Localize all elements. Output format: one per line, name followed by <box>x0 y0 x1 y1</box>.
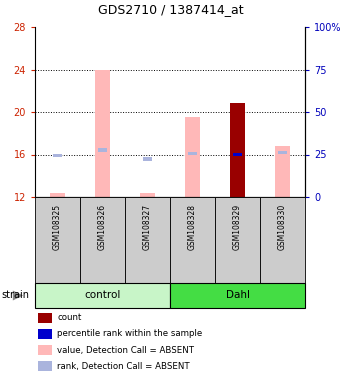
Bar <box>144 157 151 161</box>
Text: GSM108328: GSM108328 <box>188 204 197 250</box>
Text: count: count <box>57 313 81 323</box>
Text: rank, Detection Call = ABSENT: rank, Detection Call = ABSENT <box>57 361 190 371</box>
Bar <box>275 146 290 197</box>
Bar <box>234 153 241 156</box>
Bar <box>185 118 200 197</box>
Text: strain: strain <box>2 291 30 301</box>
Text: control: control <box>84 291 121 301</box>
Text: GSM108325: GSM108325 <box>53 204 62 250</box>
Text: GSM108327: GSM108327 <box>143 204 152 250</box>
Text: percentile rank within the sample: percentile rank within the sample <box>57 329 203 339</box>
Bar <box>279 151 286 154</box>
Bar <box>95 70 110 197</box>
Bar <box>189 152 196 155</box>
Text: GSM108329: GSM108329 <box>233 204 242 250</box>
Text: GDS2710 / 1387414_at: GDS2710 / 1387414_at <box>98 3 243 16</box>
Text: Dahl: Dahl <box>225 291 250 301</box>
Text: GSM108330: GSM108330 <box>278 204 287 250</box>
Text: value, Detection Call = ABSENT: value, Detection Call = ABSENT <box>57 346 194 354</box>
Bar <box>140 193 155 197</box>
Bar <box>50 193 65 197</box>
Bar <box>99 148 106 152</box>
Bar <box>230 104 245 197</box>
Text: GSM108326: GSM108326 <box>98 204 107 250</box>
Bar <box>54 154 61 157</box>
